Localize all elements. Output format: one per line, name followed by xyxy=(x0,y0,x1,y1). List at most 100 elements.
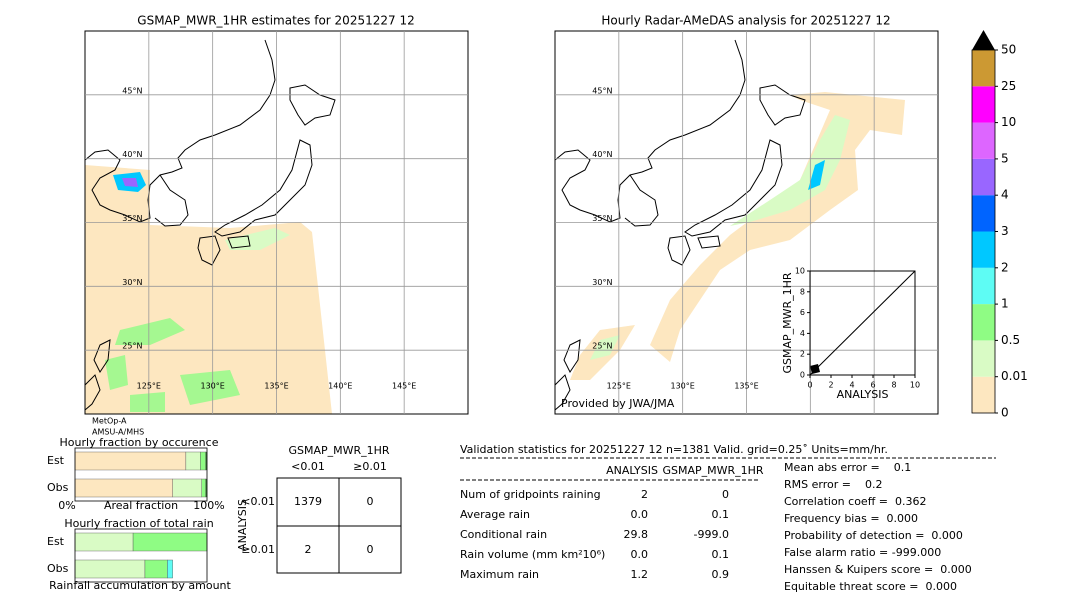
chart-title: Hourly fraction of total rain xyxy=(64,517,213,530)
lon-label: 125°E xyxy=(137,382,161,391)
scatter-points xyxy=(810,364,820,374)
lat-label: 40°N xyxy=(122,150,142,159)
stat-value: -999.0 xyxy=(694,528,729,541)
colorbar-label: 5 xyxy=(1001,151,1009,165)
column-header: ANALYSIS xyxy=(606,464,658,477)
x-tick-label: 0 xyxy=(807,381,812,390)
map-note: AMSU-A/MHS xyxy=(92,428,144,437)
stat-value: 0.0 xyxy=(631,548,649,561)
colorbar-label: 1 xyxy=(1001,297,1009,311)
stat-label: Average rain xyxy=(460,508,530,521)
table-cell: 1379 xyxy=(294,495,322,508)
score: Probability of detection = 0.000 xyxy=(784,529,963,542)
colorbar-label: 3 xyxy=(1001,224,1009,238)
x-axis-label: ANALYSIS xyxy=(837,388,889,401)
lat-label: 30°N xyxy=(592,278,612,287)
rain-field xyxy=(808,160,825,190)
rain-field xyxy=(85,165,332,414)
colorbar-label: 2 xyxy=(1001,260,1009,274)
x-label: 0% xyxy=(58,499,75,512)
row-label: Est xyxy=(47,454,65,467)
map-title: Hourly Radar-AMeDAS analysis for 2025122… xyxy=(601,14,890,28)
score: Frequency bias = 0.000 xyxy=(784,512,918,525)
colorbar-segment xyxy=(972,267,995,305)
colorbar-segment xyxy=(972,376,995,413)
table-cell: 2 xyxy=(305,543,312,556)
bar-segment xyxy=(144,559,168,579)
row-label: Obs xyxy=(47,562,69,575)
rain-field xyxy=(590,115,850,360)
score: Correlation coeff = 0.362 xyxy=(784,495,926,508)
column-header: GSMAP_MWR_1HR xyxy=(662,464,763,477)
bar-segment xyxy=(74,478,173,498)
stat-label: Conditional rain xyxy=(460,528,547,541)
colorbar-segment xyxy=(972,231,995,268)
y-tick-label: 4 xyxy=(800,329,805,338)
lon-label: 125°E xyxy=(607,382,631,391)
map-title: GSMAP_MWR_1HR estimates for 20251227 12 xyxy=(137,14,414,28)
bar-segment xyxy=(185,451,201,471)
x-tick-label: 6 xyxy=(870,381,875,390)
column-label: <0.01 xyxy=(291,460,325,473)
lon-label: 130°E xyxy=(201,382,225,391)
x-tick-label: 8 xyxy=(891,381,896,390)
stat-label: Num of gridpoints raining xyxy=(460,488,601,501)
lat-label: 45°N xyxy=(122,86,142,95)
table-cell: 0 xyxy=(367,495,374,508)
y-tick-label: 0 xyxy=(800,371,805,380)
bar-segment xyxy=(132,532,208,552)
table-cell: 0 xyxy=(367,543,374,556)
colorbar-segment xyxy=(972,122,995,159)
bar-segment xyxy=(172,478,202,498)
stat-label: Maximum rain xyxy=(460,568,539,581)
colorbar-segment xyxy=(972,50,995,87)
lon-label: 140°E xyxy=(328,382,352,391)
lat-label: 35°N xyxy=(122,214,142,223)
colorbar-segment xyxy=(972,158,995,196)
bar-segment xyxy=(74,451,187,471)
diagonal xyxy=(809,270,916,376)
colorbar-label: 0.5 xyxy=(1001,333,1020,347)
row-label: <0.01 xyxy=(241,495,275,508)
stat-value: 1.2 xyxy=(631,568,649,581)
map-note: MetOp-A xyxy=(92,417,127,426)
x-tick-label: 10 xyxy=(910,381,920,390)
colorbar-label: 4 xyxy=(1001,188,1009,202)
y-tick-label: 6 xyxy=(800,308,805,317)
bar-segment xyxy=(167,559,173,579)
lon-label: 135°E xyxy=(734,382,758,391)
lon-label: 130°E xyxy=(671,382,695,391)
rain-field xyxy=(122,178,138,187)
bar-segment xyxy=(74,559,146,579)
lat-label: 25°N xyxy=(122,342,142,351)
score: Hanssen & Kuipers score = 0.000 xyxy=(784,563,972,576)
x-label: Areal fraction xyxy=(104,499,178,512)
lat-label: 40°N xyxy=(592,150,612,159)
rain-field xyxy=(225,228,290,250)
colorbar-segment xyxy=(972,86,995,123)
stat-label: Rain volume (mm km²10⁶) xyxy=(460,548,605,561)
bar-segment xyxy=(74,532,134,552)
lat-label: 25°N xyxy=(592,342,612,351)
stat-value: 2 xyxy=(641,488,648,501)
score: Mean abs error = 0.1 xyxy=(784,461,911,474)
inset-frame xyxy=(809,270,916,376)
x-tick-label: 2 xyxy=(828,381,833,390)
colorbar-segment xyxy=(972,304,995,341)
row-label: Est xyxy=(47,535,65,548)
lat-label: 45°N xyxy=(592,86,612,95)
y-tick-label: 8 xyxy=(800,287,805,296)
score: RMS error = 0.2 xyxy=(784,478,882,491)
lat-label: 35°N xyxy=(592,214,612,223)
map-note: Provided by JWA/JMA xyxy=(561,397,675,410)
chart-frame xyxy=(74,528,208,583)
lon-label: 135°E xyxy=(264,382,288,391)
x-label: 100% xyxy=(193,499,224,512)
stat-value: 0.1 xyxy=(712,508,730,521)
colorbar-segment xyxy=(972,195,995,232)
colorbar-label: 0 xyxy=(1001,406,1009,420)
lon-label: 145°E xyxy=(392,382,416,391)
rain-field xyxy=(105,318,240,412)
stat-value: 29.8 xyxy=(624,528,649,541)
colorbar-extend xyxy=(972,30,995,50)
